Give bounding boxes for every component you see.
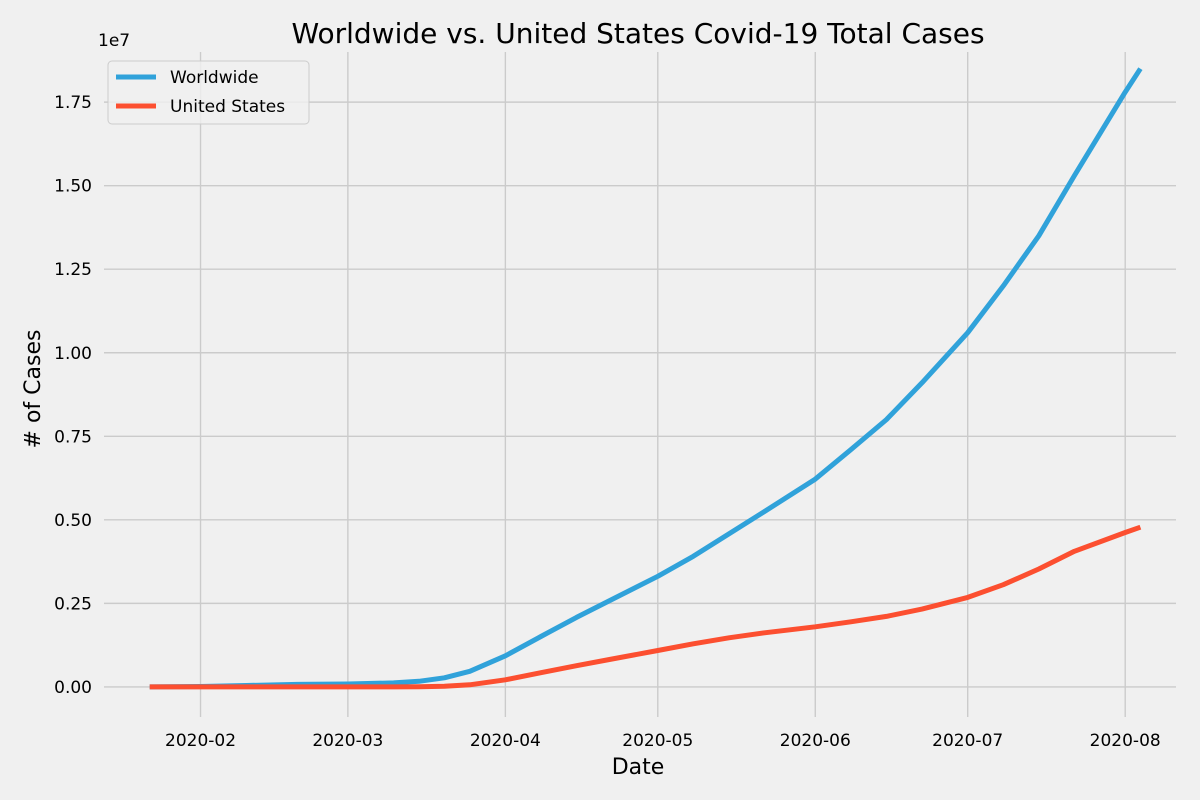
y-tick-label: 0.50 [54, 511, 92, 531]
y-tick-label: 1.75 [54, 93, 92, 113]
series-line-worldwide [149, 67, 1143, 690]
x-tick-label: 2020-07 [932, 731, 1003, 751]
y-tick-label: 0.00 [54, 678, 92, 698]
x-tick-label: 2020-03 [312, 731, 383, 751]
y-tick-label: 0.25 [54, 594, 92, 614]
legend: Worldwide United States [107, 60, 310, 125]
x-tick-label: 2020-06 [780, 731, 851, 751]
y-tick-label: 1.00 [54, 344, 92, 364]
series-layer [149, 67, 1143, 690]
y-axis-offset-label: 1e7 [98, 31, 130, 51]
y-axis-label: # of Cases [21, 330, 46, 449]
x-tick-label: 2020-08 [1090, 731, 1161, 751]
y-tick-label: 1.50 [54, 177, 92, 197]
x-tick-label: 2020-05 [622, 731, 693, 751]
legend-label-worldwide: Worldwide [170, 68, 259, 88]
chart-title: Worldwide vs. United States Covid-19 Tot… [291, 17, 984, 50]
x-tick-label: 2020-04 [470, 731, 541, 751]
series-line-united-states [149, 524, 1142, 690]
x-tick-labels: 2020-02 2020-03 2020-04 2020-05 2020-06 2020-… [165, 731, 1161, 751]
y-tick-labels: 0.00 0.25 0.50 0.75 1.00 1.25 1.50 1.75 [54, 93, 92, 698]
y-tick-label: 0.75 [54, 427, 92, 447]
x-axis-label: Date [612, 755, 665, 780]
legend-box [107, 60, 310, 125]
legend-label-united-states: United States [170, 97, 285, 117]
y-tick-label: 1.25 [54, 260, 92, 280]
x-tick-label: 2020-02 [165, 731, 236, 751]
